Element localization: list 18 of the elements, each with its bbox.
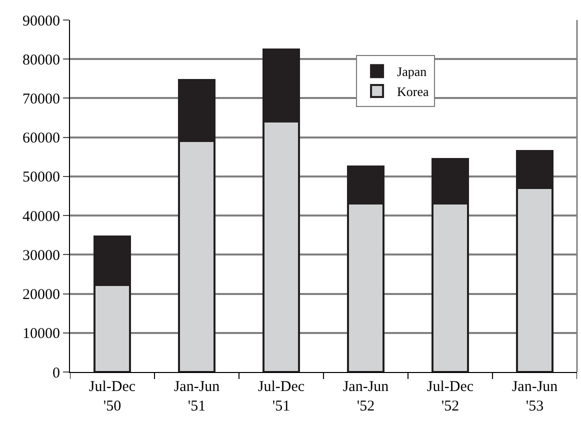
y-tick-label: 90000 bbox=[22, 13, 60, 30]
legend-label: Korea bbox=[397, 84, 430, 100]
y-tick-label: 10000 bbox=[22, 326, 60, 342]
y-tick-label: 0 bbox=[52, 365, 60, 382]
x-tick-label: Jan-Jun '53 bbox=[512, 379, 558, 414]
y-tick-label: 60000 bbox=[22, 130, 60, 147]
x-tick-label: Jan-Jun '51 bbox=[174, 379, 220, 414]
y-tick-label: 30000 bbox=[22, 248, 60, 264]
y-tick-label: 80000 bbox=[22, 52, 60, 68]
y-tick-label: 40000 bbox=[22, 208, 60, 225]
x-tick-label: Jul-Dec '52 bbox=[426, 379, 474, 414]
y-tick-label: 70000 bbox=[22, 91, 60, 108]
x-tick-label: Jan-Jun '52 bbox=[342, 379, 390, 414]
y-tick-label: 50000 bbox=[22, 170, 60, 186]
y-tick-label: 20000 bbox=[22, 287, 60, 304]
x-tick-label: Jul-Dec '50 bbox=[88, 379, 136, 414]
legend-label: Japan bbox=[397, 64, 428, 80]
x-tick-label: Jul-Dec '51 bbox=[258, 379, 305, 414]
